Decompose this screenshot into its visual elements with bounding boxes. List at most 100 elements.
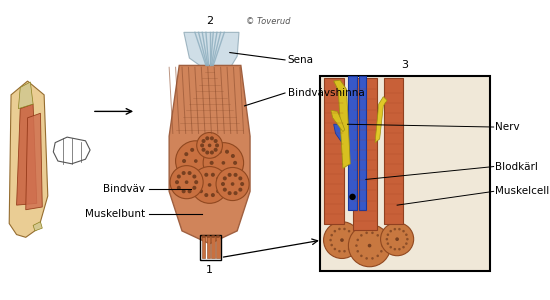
Bar: [211, 236, 215, 259]
Circle shape: [223, 176, 227, 180]
Circle shape: [208, 183, 211, 187]
Circle shape: [406, 238, 409, 241]
Circle shape: [349, 194, 356, 200]
Circle shape: [182, 189, 186, 193]
Circle shape: [238, 188, 243, 192]
Circle shape: [228, 191, 232, 195]
Circle shape: [210, 136, 214, 140]
Circle shape: [192, 186, 196, 190]
Circle shape: [215, 143, 219, 147]
Circle shape: [188, 171, 191, 175]
Text: 3: 3: [402, 60, 409, 70]
Circle shape: [360, 255, 362, 257]
Circle shape: [213, 139, 218, 143]
Polygon shape: [169, 65, 250, 244]
Circle shape: [205, 136, 210, 140]
Circle shape: [197, 133, 222, 158]
Circle shape: [348, 248, 350, 250]
Circle shape: [371, 232, 374, 234]
Polygon shape: [18, 82, 33, 109]
Polygon shape: [184, 32, 239, 69]
Circle shape: [184, 152, 188, 156]
Circle shape: [204, 193, 208, 197]
Circle shape: [182, 171, 186, 175]
Circle shape: [365, 232, 368, 234]
Circle shape: [398, 248, 401, 250]
Bar: [200, 235, 221, 260]
Polygon shape: [331, 110, 345, 132]
Circle shape: [331, 234, 333, 236]
Circle shape: [389, 246, 392, 248]
Polygon shape: [53, 137, 90, 164]
Circle shape: [201, 139, 206, 143]
Polygon shape: [334, 124, 348, 152]
Circle shape: [338, 250, 340, 253]
Ellipse shape: [202, 235, 206, 238]
Circle shape: [213, 148, 218, 152]
Circle shape: [199, 177, 203, 181]
Text: 2: 2: [206, 16, 213, 26]
Circle shape: [360, 234, 362, 237]
Circle shape: [381, 244, 384, 247]
Circle shape: [222, 161, 225, 165]
Circle shape: [343, 228, 346, 230]
Circle shape: [204, 166, 207, 170]
Circle shape: [192, 175, 196, 178]
Bar: [384, 78, 403, 224]
Circle shape: [231, 168, 235, 172]
Circle shape: [386, 238, 388, 241]
Circle shape: [376, 234, 379, 237]
Bar: [207, 236, 210, 259]
Circle shape: [218, 172, 222, 176]
Circle shape: [387, 233, 389, 236]
Circle shape: [380, 238, 383, 241]
Text: Muskelbunt: Muskelbunt: [85, 209, 145, 219]
Circle shape: [225, 172, 229, 176]
Bar: [216, 236, 220, 259]
Circle shape: [398, 228, 401, 230]
Circle shape: [218, 150, 222, 154]
Circle shape: [182, 159, 186, 163]
Circle shape: [216, 177, 220, 181]
Circle shape: [340, 238, 344, 242]
Circle shape: [348, 230, 350, 232]
Circle shape: [177, 175, 181, 178]
Ellipse shape: [216, 235, 220, 238]
Circle shape: [190, 148, 194, 152]
Circle shape: [402, 246, 405, 248]
Circle shape: [371, 257, 374, 260]
Text: 1: 1: [206, 265, 213, 275]
Circle shape: [211, 173, 215, 177]
Circle shape: [333, 230, 336, 232]
Circle shape: [204, 152, 207, 156]
Text: Blodkärl: Blodkärl: [496, 161, 538, 172]
Circle shape: [200, 143, 204, 147]
Polygon shape: [375, 97, 387, 142]
Bar: [359, 76, 366, 210]
Text: © Toverud: © Toverud: [246, 17, 291, 26]
Circle shape: [194, 159, 197, 163]
Circle shape: [387, 242, 389, 245]
Circle shape: [331, 244, 333, 246]
Circle shape: [405, 233, 408, 236]
Polygon shape: [334, 80, 350, 168]
Bar: [320, 76, 490, 271]
Circle shape: [228, 173, 232, 177]
Circle shape: [212, 154, 216, 158]
Circle shape: [185, 180, 189, 184]
Circle shape: [338, 228, 340, 230]
Circle shape: [381, 223, 414, 256]
Circle shape: [405, 242, 408, 245]
Text: Muskelcell: Muskelcell: [496, 186, 550, 197]
Text: Sena: Sena: [288, 55, 314, 65]
Bar: [202, 236, 206, 259]
Circle shape: [199, 189, 203, 193]
Bar: [348, 76, 356, 210]
Circle shape: [197, 170, 201, 174]
Circle shape: [356, 250, 359, 253]
Circle shape: [216, 189, 220, 193]
Circle shape: [389, 230, 392, 232]
Circle shape: [323, 222, 360, 259]
Polygon shape: [33, 222, 42, 231]
Circle shape: [177, 186, 181, 190]
